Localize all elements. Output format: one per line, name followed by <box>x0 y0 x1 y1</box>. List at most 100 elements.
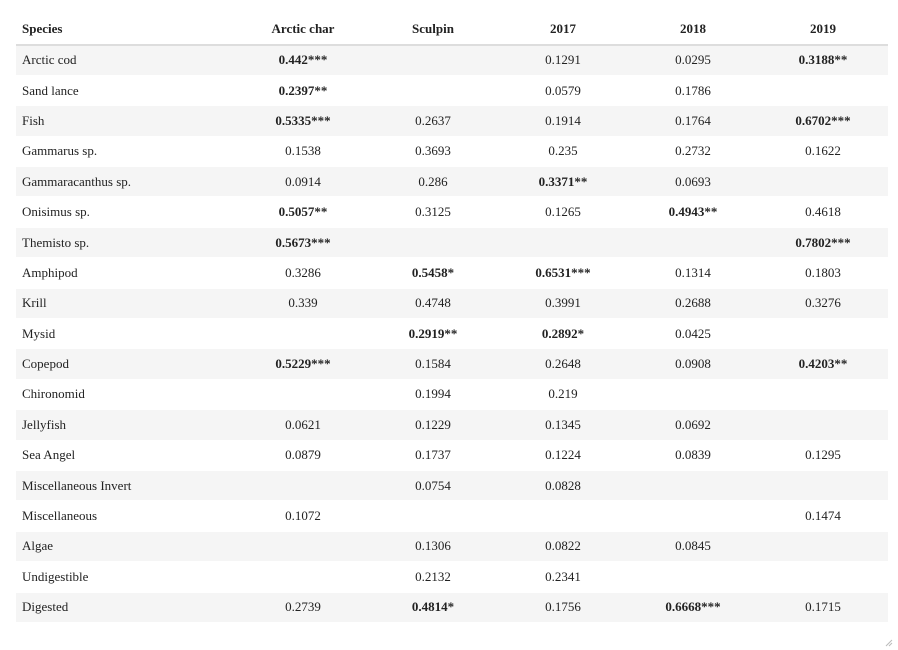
value-cell-sculpin <box>368 226 498 258</box>
value-cell-2018 <box>628 226 758 258</box>
value-cell-sculpin <box>368 74 498 106</box>
table-row: Gammaracanthus sp. 0.0914 0.286 0.3371** 0.0… <box>16 166 888 197</box>
value-cell-sculpin <box>368 44 498 76</box>
value-cell-sculpin: 0.4814* <box>368 591 498 623</box>
value-cell-2017: 0.219 <box>498 378 628 410</box>
species-name-cell: Chironomid <box>16 378 238 410</box>
value-cell-2018: 0.0425 <box>628 318 758 349</box>
value-cell-2018: 0.1314 <box>628 257 758 289</box>
table-body: Arctic cod 0.442*** 0.1291 0.0295 0.3188** Sa… <box>16 44 888 623</box>
species-name-cell: Fish <box>16 105 238 137</box>
table-row: Copepod 0.5229*** 0.1584 0.2648 0.0908 0.4203… <box>16 348 888 380</box>
table-row: Krill 0.339 0.4748 0.3991 0.2688 0.3276 <box>16 287 888 319</box>
value-cell-2018: 0.4943** <box>628 196 758 228</box>
value-cell-sculpin: 0.1306 <box>368 530 498 562</box>
table-row: Themisto sp. 0.5673*** 0.7802*** <box>16 226 888 258</box>
value-cell-2017: 0.1756 <box>498 591 628 623</box>
value-cell-arctic-char: 0.2397** <box>238 74 368 106</box>
value-cell-2018 <box>628 500 758 532</box>
species-name-cell: Miscellaneous Invert <box>16 469 238 501</box>
value-cell-2017 <box>498 226 628 258</box>
value-cell-sculpin: 0.5458* <box>368 257 498 289</box>
value-cell-sculpin: 0.4748 <box>368 287 498 319</box>
value-cell-arctic-char: 0.5229*** <box>238 348 368 380</box>
species-name-cell: Krill <box>16 287 238 319</box>
value-cell-2017: 0.6531*** <box>498 257 628 289</box>
value-cell-2018: 0.1764 <box>628 105 758 137</box>
species-name-cell: Digested <box>16 591 238 623</box>
value-cell-2018: 0.1786 <box>628 74 758 106</box>
table-row: Sand lance 0.2397** 0.0579 0.1786 <box>16 74 888 106</box>
data-table-container: Species Arctic char Sculpin 2017 2018 20… <box>16 13 888 623</box>
value-cell-2018: 0.0908 <box>628 348 758 380</box>
column-header-species: Species <box>16 13 238 46</box>
species-name-cell: Arctic cod <box>16 44 238 76</box>
table-row: Sea Angel 0.0879 0.1737 0.1224 0.0839 0.1295 <box>16 439 888 471</box>
value-cell-2019: 0.1715 <box>758 591 888 623</box>
value-cell-2017: 0.2341 <box>498 561 628 593</box>
value-cell-arctic-char <box>238 561 368 593</box>
value-cell-2017: 0.1224 <box>498 439 628 471</box>
value-cell-arctic-char: 0.1072 <box>238 500 368 532</box>
value-cell-2017: 0.1914 <box>498 105 628 137</box>
species-name-cell: Themisto sp. <box>16 226 238 258</box>
table-row: Digested 0.2739 0.4814* 0.1756 0.6668*** 0.17… <box>16 591 888 623</box>
value-cell-sculpin: 0.2637 <box>368 105 498 137</box>
value-cell-arctic-char: 0.5057** <box>238 196 368 228</box>
value-cell-2017: 0.3991 <box>498 287 628 319</box>
value-cell-2018: 0.0693 <box>628 166 758 197</box>
value-cell-arctic-char: 0.5673*** <box>238 226 368 258</box>
species-name-cell: Algae <box>16 530 238 562</box>
value-cell-2019 <box>758 166 888 197</box>
column-header-sculpin: Sculpin <box>368 13 498 46</box>
value-cell-arctic-char: 0.5335*** <box>238 105 368 137</box>
species-name-cell: Gammaracanthus sp. <box>16 166 238 197</box>
value-cell-arctic-char: 0.2739 <box>238 591 368 623</box>
table-row: Undigestible 0.2132 0.2341 <box>16 561 888 593</box>
species-name-cell: Amphipod <box>16 257 238 289</box>
resize-grip-icon[interactable] <box>885 639 893 647</box>
table-row: Jellyfish 0.0621 0.1229 0.1345 0.0692 <box>16 409 888 441</box>
value-cell-2019: 0.1295 <box>758 439 888 471</box>
value-cell-sculpin: 0.1994 <box>368 378 498 410</box>
value-cell-2019: 0.4203** <box>758 348 888 380</box>
value-cell-sculpin: 0.286 <box>368 166 498 197</box>
species-name-cell: Sea Angel <box>16 439 238 471</box>
value-cell-arctic-char: 0.0621 <box>238 409 368 441</box>
value-cell-2017: 0.235 <box>498 135 628 167</box>
value-cell-2019 <box>758 318 888 349</box>
column-header-arctic-char: Arctic char <box>238 13 368 46</box>
value-cell-sculpin: 0.2919** <box>368 318 498 349</box>
value-cell-2017 <box>498 500 628 532</box>
species-name-cell: Gammarus sp. <box>16 135 238 167</box>
table-row: Mysid 0.2919** 0.2892* 0.0425 <box>16 318 888 349</box>
species-name-cell: Onisimus sp. <box>16 196 238 228</box>
value-cell-arctic-char: 0.1538 <box>238 135 368 167</box>
species-name-cell: Sand lance <box>16 74 238 106</box>
value-cell-2019 <box>758 409 888 441</box>
value-cell-arctic-char: 0.3286 <box>238 257 368 289</box>
value-cell-2017: 0.2648 <box>498 348 628 380</box>
column-header-2018: 2018 <box>628 13 758 46</box>
value-cell-2017: 0.2892* <box>498 318 628 349</box>
value-cell-2019 <box>758 74 888 106</box>
value-cell-2017: 0.0822 <box>498 530 628 562</box>
species-name-cell: Jellyfish <box>16 409 238 441</box>
value-cell-sculpin: 0.3125 <box>368 196 498 228</box>
value-cell-2019: 0.6702*** <box>758 105 888 137</box>
value-cell-sculpin <box>368 500 498 532</box>
value-cell-arctic-char <box>238 318 368 349</box>
value-cell-2019: 0.3188** <box>758 44 888 76</box>
table-row: Amphipod 0.3286 0.5458* 0.6531*** 0.1314 0.18… <box>16 257 888 289</box>
value-cell-sculpin: 0.2132 <box>368 561 498 593</box>
value-cell-2018 <box>628 561 758 593</box>
species-name-cell: Mysid <box>16 318 238 349</box>
table-row: Onisimus sp. 0.5057** 0.3125 0.1265 0.4943**… <box>16 196 888 228</box>
value-cell-arctic-char: 0.0914 <box>238 166 368 197</box>
value-cell-2017: 0.1345 <box>498 409 628 441</box>
value-cell-2018: 0.0692 <box>628 409 758 441</box>
value-cell-2019 <box>758 469 888 501</box>
value-cell-arctic-char <box>238 530 368 562</box>
value-cell-2018: 0.0295 <box>628 44 758 76</box>
column-header-2017: 2017 <box>498 13 628 46</box>
